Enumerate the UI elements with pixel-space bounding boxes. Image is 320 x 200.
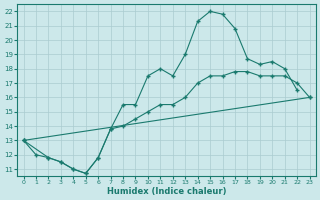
- X-axis label: Humidex (Indice chaleur): Humidex (Indice chaleur): [107, 187, 226, 196]
